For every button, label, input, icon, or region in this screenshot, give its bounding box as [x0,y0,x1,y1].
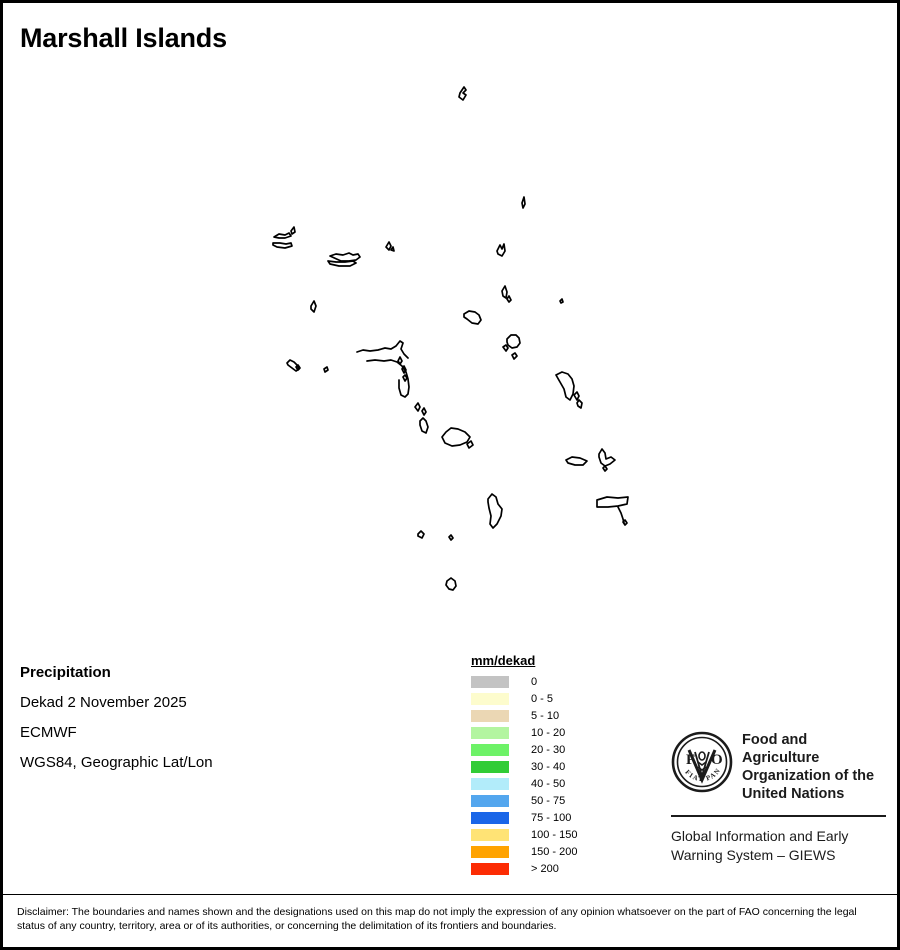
fao-branding-block: F O FIAT PANIS Food and Agriculture Orga… [671,731,886,865]
giews-programme-name: Global Information and Early Warning Sys… [671,827,886,865]
fao-org-line-1: Food and Agriculture [742,732,820,766]
legend-label: 75 - 100 [531,811,572,824]
map-metadata-block: Precipitation Dekad 2 November 2025 ECMW… [20,658,340,778]
disclaimer-divider [3,894,897,895]
metadata-variable: Precipitation [20,664,111,681]
fao-organization-name: Food and Agriculture Organization of the… [742,731,886,803]
legend-label: 150 - 200 [531,845,578,858]
fao-divider [671,815,886,817]
legend-row: 0 - 5 [471,690,577,707]
coastline-layer [272,86,629,591]
metadata-projection: WGS84, Geographic Lat/Lon [20,754,213,771]
legend-label: 20 - 30 [531,743,566,756]
legend-swatch [471,692,509,705]
legend-swatch [471,675,509,688]
legend-label: 10 - 20 [531,726,566,739]
legend-row: 75 - 100 [471,809,577,826]
legend-row: 0 [471,673,577,690]
legend-label: 0 - 5 [531,692,554,705]
legend-label: 0 [531,675,538,688]
legend-row: 50 - 75 [471,792,577,809]
page-title: Marshall Islands [20,23,227,53]
svg-text:F: F [686,752,695,768]
giews-line-2: Warning System – GIEWS [671,847,836,863]
legend-swatch [471,777,509,790]
legend-title: mm/dekad [471,653,536,668]
map-canvas [3,3,897,947]
legend-label: > 200 [531,862,559,875]
fao-emblem-icon: F O FIAT PANIS [671,731,733,793]
metadata-source: ECMWF [20,724,77,741]
fao-org-line-2: Organization of the [742,768,875,784]
svg-text:O: O [711,752,723,768]
legend-label: 30 - 40 [531,760,566,773]
legend-label: 5 - 10 [531,709,560,722]
fao-header: F O FIAT PANIS Food and Agriculture Orga… [671,731,886,803]
metadata-period: Dekad 2 November 2025 [20,694,187,711]
legend-swatch [471,726,509,739]
legend-swatch [471,811,509,824]
legend-row: 10 - 20 [471,724,577,741]
legend-swatch [471,828,509,841]
legend-swatch [471,709,509,722]
legend-row: 40 - 50 [471,775,577,792]
legend-row: 100 - 150 [471,826,577,843]
legend-row: > 200 [471,860,577,877]
legend-label: 40 - 50 [531,777,566,790]
legend-swatch [471,845,509,858]
legend-row: 30 - 40 [471,758,577,775]
legend-label: 100 - 150 [531,828,578,841]
legend-swatch [471,743,509,756]
legend-swatch [471,760,509,773]
legend-row: 5 - 10 [471,707,577,724]
fao-org-line-3: United Nations [742,786,845,802]
giews-line-1: Global Information and Early [671,828,849,844]
legend: mm/dekad 0 0 - 5 5 - 10 10 - 20 20 - 30 30 - … [471,653,577,877]
legend-swatch [471,862,509,875]
legend-rows: 0 0 - 5 5 - 10 10 - 20 20 - 30 30 - 40 40 - 50… [471,673,577,877]
disclaimer-text: Disclaimer: The boundaries and names sho… [17,906,857,932]
legend-label: 50 - 75 [531,794,566,807]
legend-swatch [471,794,509,807]
legend-row: 20 - 30 [471,741,577,758]
legend-row: 150 - 200 [471,843,577,860]
atoll-outlines [272,86,629,591]
